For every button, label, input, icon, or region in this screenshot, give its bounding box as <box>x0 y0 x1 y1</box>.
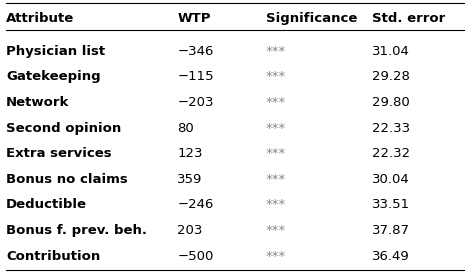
Text: Deductible: Deductible <box>6 198 87 211</box>
Text: Physician list: Physician list <box>6 45 105 58</box>
Text: 22.32: 22.32 <box>372 147 410 160</box>
Text: Contribution: Contribution <box>6 250 100 263</box>
Text: Significance: Significance <box>266 13 357 25</box>
Text: Extra services: Extra services <box>6 147 112 160</box>
Text: ***: *** <box>266 250 286 263</box>
Text: Bonus no claims: Bonus no claims <box>6 173 128 186</box>
Text: ***: *** <box>266 198 286 211</box>
Text: ***: *** <box>266 147 286 160</box>
Text: 33.51: 33.51 <box>372 198 410 211</box>
Text: −203: −203 <box>177 96 214 109</box>
Text: Std. error: Std. error <box>372 13 446 25</box>
Text: −115: −115 <box>177 70 214 83</box>
Text: Bonus f. prev. beh.: Bonus f. prev. beh. <box>6 224 147 237</box>
Text: ***: *** <box>266 173 286 186</box>
Text: −346: −346 <box>177 45 214 58</box>
Text: ***: *** <box>266 70 286 83</box>
Text: 29.28: 29.28 <box>372 70 410 83</box>
Text: WTP: WTP <box>177 13 211 25</box>
Text: 29.80: 29.80 <box>372 96 410 109</box>
Text: 123: 123 <box>177 147 203 160</box>
Text: 203: 203 <box>177 224 203 237</box>
Text: −246: −246 <box>177 198 214 211</box>
Text: Network: Network <box>6 96 70 109</box>
Text: 31.04: 31.04 <box>372 45 410 58</box>
Text: Gatekeeping: Gatekeeping <box>6 70 101 83</box>
Text: Attribute: Attribute <box>6 13 74 25</box>
Text: ***: *** <box>266 96 286 109</box>
Text: 37.87: 37.87 <box>372 224 410 237</box>
Text: 22.33: 22.33 <box>372 122 410 135</box>
Text: Second opinion: Second opinion <box>6 122 121 135</box>
Text: ***: *** <box>266 45 286 58</box>
Text: 30.04: 30.04 <box>372 173 410 186</box>
Text: −500: −500 <box>177 250 214 263</box>
Text: ***: *** <box>266 224 286 237</box>
Text: 80: 80 <box>177 122 194 135</box>
Text: 359: 359 <box>177 173 203 186</box>
Text: 36.49: 36.49 <box>372 250 410 263</box>
Text: ***: *** <box>266 122 286 135</box>
